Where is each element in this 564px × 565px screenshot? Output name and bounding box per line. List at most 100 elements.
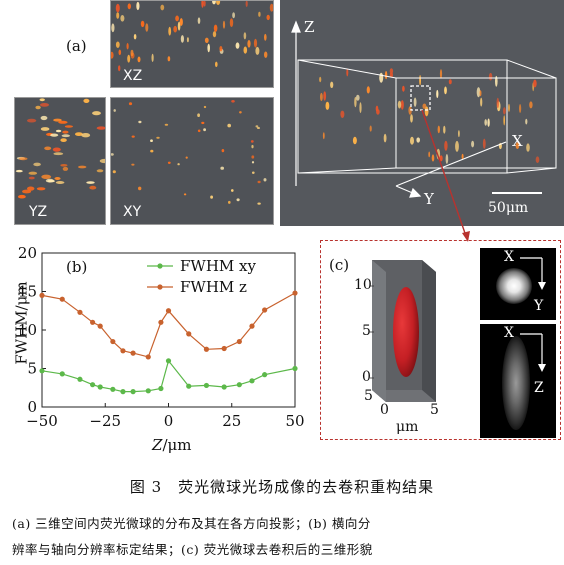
fluorescent-bead bbox=[150, 149, 154, 153]
c-tick-z-5: 5 bbox=[362, 323, 371, 339]
legend-marker bbox=[157, 284, 163, 290]
fluorescent-bead bbox=[179, 18, 183, 26]
figure-caption-title: 图 3 荧光微球光场成像的去卷积重构结果 bbox=[129, 478, 435, 496]
data-point bbox=[221, 384, 227, 390]
fluorescent-bead bbox=[116, 12, 120, 19]
fluorescent-bead bbox=[18, 157, 28, 161]
fluorescent-bead bbox=[416, 137, 420, 143]
xz-projection-label: XZ bbox=[123, 68, 143, 84]
fluorescent-bead bbox=[96, 169, 104, 173]
psf-xy-axes bbox=[520, 257, 546, 290]
fluorescent-bead bbox=[253, 38, 258, 48]
fluorescent-bead bbox=[216, 1, 221, 5]
data-point bbox=[262, 372, 268, 378]
fluorescent-bead bbox=[99, 158, 105, 164]
fluorescent-bead bbox=[232, 12, 235, 19]
data-point bbox=[39, 292, 45, 298]
fluorescent-bead bbox=[480, 97, 483, 107]
fluorescent-bead bbox=[44, 146, 52, 151]
fluorescent-bead bbox=[503, 107, 506, 115]
xy-projection-label: XY bbox=[123, 204, 142, 220]
fluorescent-bead bbox=[64, 125, 73, 128]
fluorescent-bead bbox=[250, 140, 254, 143]
fluorescent-bead bbox=[164, 123, 169, 126]
box-right-face bbox=[422, 260, 436, 402]
fluorescent-bead bbox=[35, 105, 41, 110]
data-point bbox=[203, 382, 210, 389]
fluorescent-bead bbox=[257, 127, 260, 129]
fluorescent-bead bbox=[515, 142, 520, 150]
data-point bbox=[120, 389, 126, 395]
fluorescent-bead bbox=[479, 90, 482, 97]
fluorescent-bead bbox=[436, 148, 441, 160]
fluorescent-bead bbox=[266, 14, 270, 21]
fluorescent-bead bbox=[219, 46, 223, 52]
fluorescent-bead bbox=[111, 51, 114, 59]
xlabel-unit: /μm bbox=[162, 436, 192, 454]
fluorescent-bead bbox=[496, 97, 500, 109]
ylabel-line1: FWHM/ bbox=[12, 305, 31, 365]
fluorescent-bead bbox=[39, 98, 45, 102]
fluorescent-bead bbox=[320, 92, 323, 102]
box-left-wall bbox=[372, 260, 386, 402]
fluorescent-bead bbox=[115, 3, 120, 13]
fluorescent-bead bbox=[255, 125, 259, 128]
fluorescent-bead bbox=[397, 100, 402, 109]
psf-xz-x-label: X bbox=[504, 325, 514, 341]
fluorescent-bead bbox=[92, 111, 101, 116]
fluorescent-bead bbox=[503, 115, 505, 126]
x-tick-label: 50 bbox=[285, 412, 304, 430]
data-point bbox=[249, 378, 255, 384]
data-point bbox=[165, 358, 172, 364]
fluorescent-bead bbox=[352, 136, 357, 145]
figure-caption-line1: (a) 三维空间内荧光微球的分布及其在各方向投影；(b) 横向分 bbox=[12, 516, 371, 531]
fluorescent-bead bbox=[180, 35, 184, 43]
fluorescent-bead bbox=[431, 154, 435, 162]
data-point bbox=[77, 376, 83, 382]
series-line-1 bbox=[41, 292, 296, 358]
fluorescent-bead bbox=[359, 102, 362, 114]
fluorescent-bead bbox=[255, 46, 260, 55]
data-point bbox=[145, 354, 151, 360]
fluorescent-bead bbox=[60, 164, 68, 167]
fluorescent-bead bbox=[27, 118, 37, 123]
fluorescent-bead bbox=[60, 138, 67, 142]
fluorescent-bead bbox=[257, 180, 261, 184]
y-tick-label: 20 bbox=[18, 244, 37, 262]
axis-y-label: Y bbox=[424, 190, 434, 208]
fluorescent-bead bbox=[354, 96, 357, 108]
fluorescent-bead bbox=[213, 24, 218, 32]
fluorescent-bead bbox=[54, 177, 61, 180]
fluorescent-bead bbox=[177, 163, 180, 166]
psf-xy-spot bbox=[496, 268, 532, 304]
fluorescent-bead bbox=[78, 165, 87, 169]
fluorescent-bead bbox=[50, 133, 59, 137]
x-tick-label: −25 bbox=[89, 412, 121, 430]
fluorescent-bead bbox=[366, 86, 370, 94]
fluorescent-bead bbox=[264, 33, 267, 41]
panel-c-label: (c) bbox=[329, 256, 350, 274]
fluorescent-bead bbox=[118, 49, 122, 56]
xz-projection: XZ bbox=[110, 0, 274, 88]
psf-xy-x-label: X bbox=[504, 249, 514, 265]
fluorescent-bead bbox=[487, 118, 490, 127]
data-point bbox=[236, 382, 242, 388]
fluorescent-bead bbox=[251, 161, 255, 164]
selected-bead-box bbox=[410, 85, 431, 111]
fluorescent-bead bbox=[126, 43, 129, 50]
data-point bbox=[292, 290, 298, 296]
yz-projection: YZ bbox=[14, 97, 106, 225]
fluorescent-bead bbox=[203, 105, 207, 109]
fluorescent-bead bbox=[220, 166, 224, 170]
fluorescent-bead bbox=[15, 169, 23, 173]
fluorescent-bead bbox=[439, 155, 443, 162]
fluorescent-bead bbox=[444, 86, 447, 95]
data-point bbox=[110, 386, 116, 392]
fluorescent-bead bbox=[136, 1, 140, 11]
legend-entry: FWHM z bbox=[180, 278, 247, 296]
fwhm-chart: −50 −25 0 25 50 0 5 10 15 20 FWHM xy FWHM z bbox=[18, 244, 305, 430]
data-point bbox=[130, 350, 136, 356]
fluorescent-bead bbox=[526, 143, 530, 152]
fluorescent-bead bbox=[53, 118, 62, 122]
fluorescent-bead bbox=[111, 153, 114, 156]
